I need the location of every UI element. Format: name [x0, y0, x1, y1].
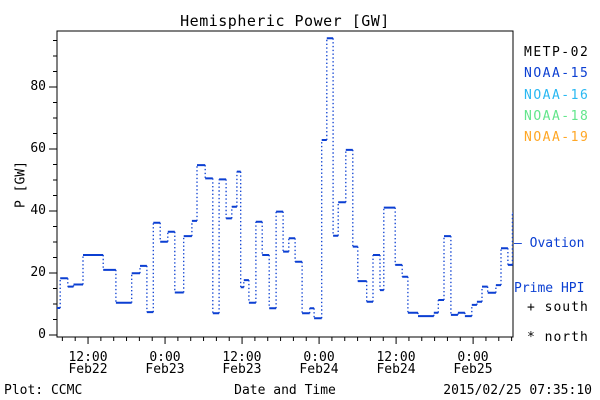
x-tick-label: 12:00 Feb24 [364, 350, 428, 377]
x-tick-date: Feb23 [222, 362, 262, 377]
y-tick-label: 0 [38, 327, 46, 342]
x-tick-label: 12:00 Feb22 [56, 350, 120, 377]
x-tick-label: 0:00 Feb25 [441, 350, 505, 377]
y-tick-label: 20 [30, 265, 46, 280]
ovation-legend-line2: Prime HPI [514, 281, 585, 296]
x-tick-time: 12:00 [376, 350, 416, 365]
legend-item-metp-02: METP-02 [524, 45, 590, 60]
legend-item-noaa-18: NOAA-18 [524, 108, 590, 124]
plot-credit: Plot: CCMC [4, 383, 83, 398]
hpi-step-connectors [59, 38, 514, 319]
legend-item-noaa-19: NOAA-19 [524, 130, 590, 146]
x-tick-time: 0:00 [457, 350, 489, 365]
x-tick-label: 0:00 Feb23 [133, 350, 197, 377]
axis-ticks [49, 40, 513, 344]
chart-title: Hemispheric Power [GW] [180, 12, 390, 30]
y-tick-label: 80 [30, 79, 46, 94]
plot-frame [56, 30, 514, 338]
y-tick-label: 40 [30, 203, 46, 218]
y-tick-label: 60 [30, 141, 46, 156]
x-tick-time: 12:00 [222, 350, 262, 365]
x-tick-time: 0:00 [303, 350, 335, 365]
hpi-series-line [57, 37, 514, 320]
x-tick-date: Feb22 [68, 362, 108, 377]
x-tick-date: Feb23 [145, 362, 185, 377]
south-marker-key: + south [527, 300, 589, 315]
ovation-hpi-legend: — Ovation Prime HPI [514, 206, 600, 326]
north-marker-key: * north [527, 330, 589, 345]
x-tick-date: Feb25 [453, 362, 493, 377]
x-tick-label: 0:00 Feb24 [287, 350, 351, 377]
x-axis-title: Date and Time [234, 383, 336, 398]
x-tick-time: 0:00 [149, 350, 181, 365]
generation-timestamp: 2015/02/25 07:35:10 [443, 383, 592, 398]
x-tick-time: 12:00 [68, 350, 108, 365]
x-tick-label: 12:00 Feb23 [210, 350, 274, 377]
x-tick-date: Feb24 [376, 362, 416, 377]
legend-item-noaa-16: NOAA-16 [524, 87, 590, 103]
hpi-step-segments [57, 37, 513, 320]
x-tick-date: Feb24 [299, 362, 339, 377]
legend-item-noaa-15: NOAA-15 [524, 66, 590, 82]
ovation-legend-line1: — Ovation [514, 236, 585, 251]
